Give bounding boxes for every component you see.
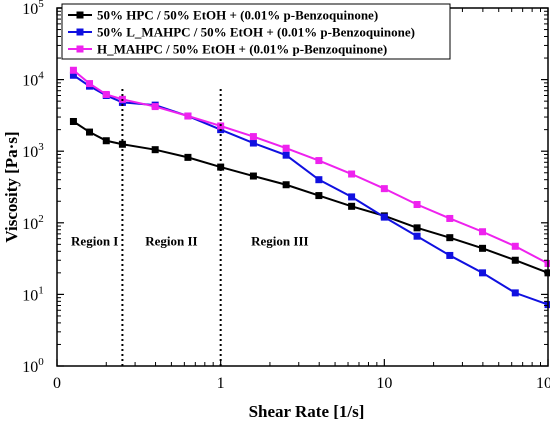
series-line	[72, 74, 549, 306]
y-tick-label: 103	[22, 141, 44, 161]
data-point	[282, 181, 290, 189]
data-point	[413, 224, 421, 232]
data-point	[348, 202, 356, 210]
data-point	[348, 170, 356, 178]
data-point	[380, 185, 388, 193]
y-tick-label: 105	[22, 0, 44, 18]
legend-label: 50% L_MAHPC / 50% EtOH + (0.01% p-Benzoq…	[97, 25, 415, 40]
x-tick-label: 1	[217, 375, 225, 392]
data-point	[348, 193, 356, 201]
y-tick-exponent: 5	[38, 0, 44, 10]
data-point	[511, 256, 519, 264]
legend-marker	[76, 45, 84, 53]
data-point	[282, 151, 290, 159]
legend-box	[61, 3, 451, 60]
series-1	[69, 71, 550, 309]
data-point	[249, 139, 257, 147]
y-tick-exponent: 3	[38, 141, 44, 153]
y-tick-exponent: 0	[38, 356, 44, 368]
series-0	[69, 117, 550, 277]
data-point	[102, 90, 110, 98]
data-point	[315, 176, 323, 184]
data-point	[184, 112, 192, 120]
x-axis-title: Shear Rate [1/s]	[249, 402, 365, 421]
data-point	[446, 234, 454, 242]
y-tick-base: 10	[22, 1, 38, 18]
x-tick-label: 100	[536, 375, 550, 392]
data-point	[217, 163, 225, 171]
data-point	[511, 289, 519, 297]
region-label: Region III	[251, 233, 308, 248]
data-point	[86, 80, 94, 88]
plot-frame	[56, 7, 549, 367]
region-label: Region II	[145, 233, 197, 248]
data-point	[446, 214, 454, 222]
data-point	[413, 232, 421, 240]
y-tick-label: 100	[22, 356, 44, 376]
y-axis-title: Viscosity [Pa·s]	[2, 131, 21, 242]
y-tick-base: 10	[22, 73, 38, 90]
data-point	[446, 251, 454, 259]
data-point	[479, 228, 487, 236]
data-point	[479, 244, 487, 252]
series-line	[72, 120, 549, 274]
data-point	[479, 269, 487, 277]
y-tick-exponent: 4	[38, 70, 44, 82]
x-tick-label: 0	[53, 375, 61, 392]
data-point	[413, 201, 421, 209]
legend-label: H_MAHPC / 50% EtOH + (0.01% p-Benzoquino…	[97, 42, 387, 57]
y-tick-label: 102	[22, 213, 44, 233]
data-point	[69, 71, 77, 79]
data-point	[102, 137, 110, 145]
data-point	[69, 66, 77, 74]
data-point	[380, 213, 388, 221]
y-tick-label: 101	[22, 284, 44, 304]
y-tick-label: 104	[22, 70, 44, 90]
data-point	[249, 172, 257, 180]
legend-label: 50% HPC / 50% EtOH + (0.01% p-Benzoquino…	[97, 8, 378, 23]
data-point	[151, 103, 159, 111]
series-2	[69, 66, 550, 268]
data-point	[249, 133, 257, 141]
data-point	[184, 153, 192, 161]
data-point	[69, 117, 77, 125]
x-tick-label: 10	[376, 375, 392, 392]
legend-marker	[76, 28, 84, 36]
region-label: Region I	[71, 233, 118, 248]
data-point	[151, 146, 159, 154]
data-point	[282, 144, 290, 152]
y-tick-exponent: 2	[38, 213, 44, 225]
data-point	[315, 157, 323, 165]
y-tick-base: 10	[22, 359, 38, 376]
y-tick-base: 10	[22, 216, 38, 233]
y-tick-exponent: 1	[38, 284, 44, 296]
y-tick-base: 10	[22, 287, 38, 304]
data-point	[511, 242, 519, 250]
legend-marker	[76, 11, 84, 19]
data-point	[86, 128, 94, 136]
y-tick-base: 10	[22, 144, 38, 161]
data-point	[315, 192, 323, 200]
